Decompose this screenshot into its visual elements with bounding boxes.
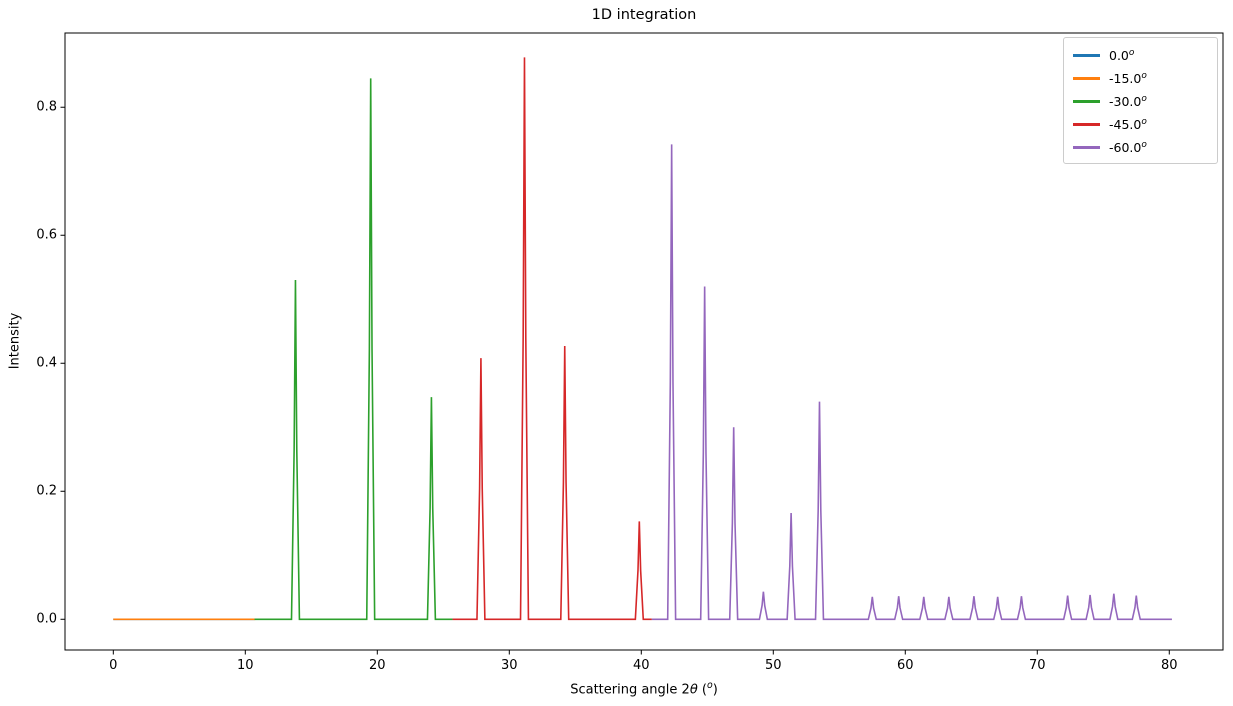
y-tick-label-0.2: 0.2 [36, 483, 57, 499]
series-line--45.0deg [452, 57, 652, 621]
y-tick-label-0.0: 0.0 [36, 611, 57, 627]
legend-label: -45.0o [1109, 116, 1147, 132]
legend-item-minus30deg: -30.0o [1073, 90, 1209, 113]
x-axis-label-text: Scattering angle 2 [570, 682, 690, 698]
x-tick-label-0: 0 [109, 658, 118, 673]
legend-label: -15.0o [1109, 70, 1147, 86]
y-tick-label-0.4: 0.4 [36, 355, 57, 371]
series-line--60.0deg [651, 144, 1172, 621]
x-tick-label-50: 50 [765, 658, 782, 673]
legend-line-swatch [1073, 146, 1100, 149]
legend-item-0deg: 0.0o [1073, 44, 1209, 67]
chart-title: 1D integration [591, 7, 697, 23]
legend-label: -30.0o [1109, 93, 1147, 109]
x-tick-label-40: 40 [633, 658, 650, 673]
x-tick-label-80: 80 [1160, 658, 1178, 673]
legend-line-swatch [1073, 54, 1100, 57]
legend-label: -60.0o [1109, 139, 1147, 155]
legend-line-swatch [1073, 100, 1100, 103]
theta-symbol: θ [689, 682, 698, 698]
series-line--30.0deg [254, 78, 453, 621]
x-axis-label: Scattering angle 2θ (o) [570, 680, 718, 698]
y-tick-label-0.6: 0.6 [36, 227, 57, 243]
axes-spines [64, 32, 1224, 651]
legend-item-minus15deg: -15.0o [1073, 67, 1209, 90]
y-tick-label-0.8: 0.8 [36, 99, 57, 115]
legend-line-swatch [1073, 123, 1100, 126]
x-tick-label-70: 70 [1029, 658, 1046, 673]
legend: 0.0o -15.0o -30.0o -45.0o -60.0o [1063, 37, 1218, 164]
x-tick-label-30: 30 [501, 658, 518, 673]
legend-label: 0.0o [1109, 47, 1135, 63]
legend-line-swatch [1073, 77, 1100, 80]
x-tick-label-60: 60 [897, 658, 914, 673]
x-tick-label-20: 20 [369, 658, 386, 673]
legend-item-minus45deg: -45.0o [1073, 113, 1209, 136]
x-tick-label-10: 10 [237, 658, 254, 673]
degree-superscript: o [707, 680, 713, 691]
legend-item-minus60deg: -60.0o [1073, 136, 1209, 159]
